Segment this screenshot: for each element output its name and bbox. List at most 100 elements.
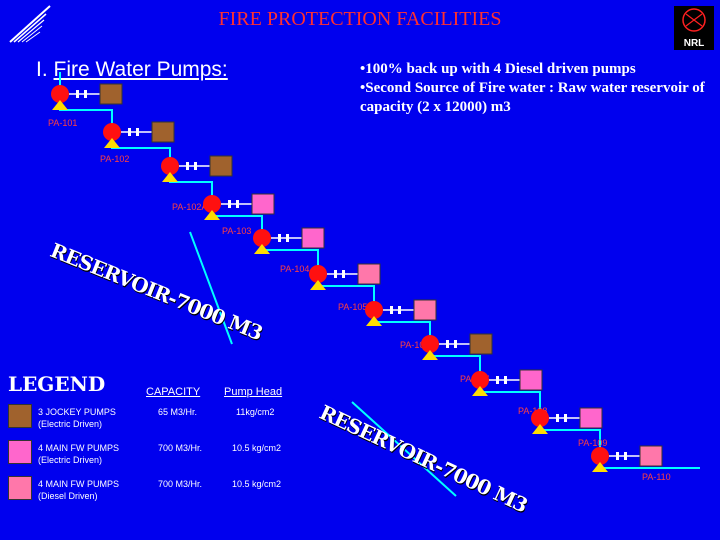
bullet-list: •100% back up with 4 Diesel driven pumps… <box>360 60 710 117</box>
driver-electric-icon <box>301 227 325 249</box>
bullet-item: •100% back up with 4 Diesel driven pumps <box>360 61 636 77</box>
pump-label: PA-106 <box>400 340 429 350</box>
pump-base-icon <box>422 350 438 360</box>
valve-icon <box>286 234 289 242</box>
pump-pa-102a: PA-102A <box>161 155 233 212</box>
pump-icon <box>365 301 383 319</box>
pump-icon <box>203 195 221 213</box>
valve-icon <box>398 306 401 314</box>
driver-diesel-icon <box>357 263 381 285</box>
pump-pa-110: PA-110 <box>591 445 671 482</box>
valve-icon <box>84 90 87 98</box>
pump-base-icon <box>592 462 608 472</box>
legend-swatch-jockey <box>8 404 32 428</box>
legend-row-capacity: 700 M3/Hr. <box>158 479 203 489</box>
driver-electric-icon <box>519 369 543 391</box>
legend-header-head: Pump Head <box>224 386 283 398</box>
pump-icon <box>253 229 271 247</box>
pump-pa-106: PA-106 <box>365 299 437 350</box>
pump-label: PA-108 <box>518 406 547 416</box>
valve-icon <box>454 340 457 348</box>
valve-icon <box>128 128 131 136</box>
valve-icon <box>186 162 189 170</box>
pump-base-icon <box>310 280 326 290</box>
legend-row-desc: 4 MAIN FW PUMPS (Electric Driven) <box>38 443 120 465</box>
valve-icon <box>236 200 239 208</box>
reservoir-connection-pipe <box>351 401 457 497</box>
pump-base-icon <box>532 424 548 434</box>
pump-label: PA-105 <box>338 302 367 312</box>
pump-icon <box>161 157 179 175</box>
nrl-logo-icon: NRL <box>674 6 714 50</box>
valve-icon <box>334 270 337 278</box>
valve-icon <box>564 414 567 422</box>
driver-diesel-icon <box>639 445 663 467</box>
pump-icon <box>471 371 489 389</box>
pump-base-icon <box>52 100 68 110</box>
pump-label: PA-102A <box>172 202 207 212</box>
pump-icon <box>531 409 549 427</box>
valve-icon <box>496 376 499 384</box>
pump-pa-109: PA-109 <box>531 407 607 448</box>
legend-row-capacity: 700 M3/Hr. <box>158 443 203 453</box>
pump-pa-101: PA-101 <box>48 83 123 128</box>
driver-jockey-icon <box>209 155 233 177</box>
pump-base-icon <box>162 172 178 182</box>
legend-row-desc: 3 JOCKEY PUMPS (Electric Driven) <box>38 407 116 429</box>
company-logo-icon <box>8 4 52 44</box>
legend-title: LEGEND <box>8 372 106 396</box>
driver-electric-icon <box>579 407 603 429</box>
page-title: FIRE PROTECTION FACILITIES <box>218 8 502 30</box>
legend-row-desc: 4 MAIN FW PUMPS (Diesel Driven) <box>38 479 120 501</box>
valve-icon <box>342 270 345 278</box>
pump-base-icon <box>472 386 488 396</box>
pump-base-icon <box>254 244 270 254</box>
pump-base-icon <box>204 210 220 220</box>
valve-icon <box>556 414 559 422</box>
reservoir-connection-pipe <box>189 231 233 345</box>
legend-swatch-electric <box>8 440 32 464</box>
legend-row-head: 10.5 kg/cm2 <box>232 479 282 489</box>
valve-icon <box>624 452 627 460</box>
driver-diesel-icon <box>413 299 437 321</box>
legend-row-capacity: 65 M3/Hr. <box>158 407 198 417</box>
valve-icon <box>504 376 507 384</box>
pump-icon <box>309 265 327 283</box>
valve-icon <box>616 452 619 460</box>
driver-electric-icon <box>251 193 275 215</box>
pump-pa-102: PA-102 <box>100 121 175 164</box>
pump-icon <box>103 123 121 141</box>
pump-pa-104: PA-104 <box>253 227 325 274</box>
driver-jockey-icon <box>469 333 493 355</box>
pump-label: PA-109 <box>578 438 607 448</box>
section-heading: I. Fire Water Pumps: <box>36 58 228 82</box>
valve-icon <box>136 128 139 136</box>
pump-icon <box>421 335 439 353</box>
pump-label: PA-110 <box>642 472 671 482</box>
pump-base-icon <box>366 316 382 326</box>
pump-pa-103: PA-103 <box>203 193 275 236</box>
valve-icon <box>278 234 281 242</box>
pump-icon <box>51 85 69 103</box>
valve-icon <box>228 200 231 208</box>
pump-pa-108: PA-108 <box>471 369 547 416</box>
bullet-item: •Second Source of Fire water : Raw water… <box>360 80 705 115</box>
valve-icon <box>446 340 449 348</box>
pump-base-icon <box>104 138 120 148</box>
legend-swatch-diesel <box>8 476 32 500</box>
section-number: I. <box>36 58 54 81</box>
legend-row-head: 11kg/cm2 <box>236 407 275 417</box>
driver-jockey-icon <box>151 121 175 143</box>
pump-label: PA-104 <box>280 264 309 274</box>
pump-pa-105: PA-105 <box>309 263 381 312</box>
section-heading-text: Fire Water Pumps: <box>53 58 228 81</box>
pump-label: PA-102 <box>100 154 129 164</box>
valve-icon <box>76 90 79 98</box>
valve-icon <box>194 162 197 170</box>
logo-text: NRL <box>684 38 705 49</box>
pump-label: PA-103 <box>222 226 251 236</box>
pump-label: PA-101 <box>48 118 77 128</box>
valve-icon <box>390 306 393 314</box>
